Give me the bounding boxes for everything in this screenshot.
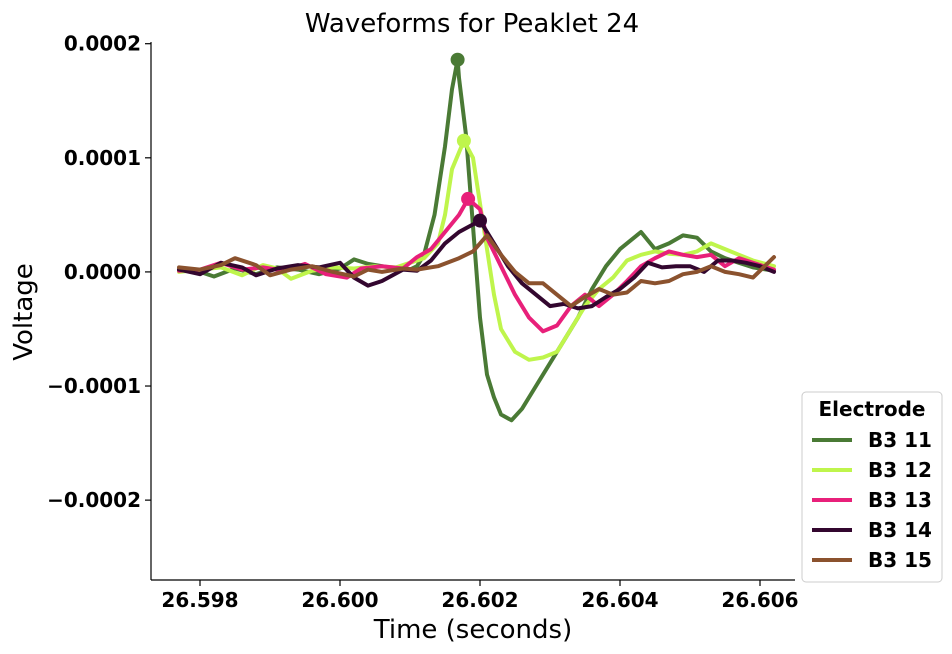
y-tick-label: 0.0000 (64, 260, 141, 284)
x-tick-label: 26.598 (161, 588, 238, 612)
y-tick-label: 0.0002 (64, 32, 141, 56)
peak-marker-3 (461, 191, 476, 206)
legend-label-4: B3 14 (868, 518, 932, 542)
peak-marker-4 (473, 213, 487, 228)
peak-marker-1 (450, 52, 465, 67)
peak-marker-2 (456, 133, 471, 148)
y-tick-label: −0.0002 (47, 488, 141, 512)
chart-title: Waveforms for Peaklet 24 (305, 9, 639, 39)
x-tick-label: 26.600 (301, 588, 378, 612)
legend-title: Electrode (819, 397, 926, 421)
axes: 26.598 26.600 26.602 26.604 26.606 0.0002 0.00… (47, 32, 799, 612)
y-axis-label: Voltage (9, 263, 39, 361)
plot-area (177, 52, 776, 423)
series-line-1 (177, 57, 776, 423)
legend-label-2: B3 12 (868, 458, 932, 482)
y-tick-label: 0.0001 (64, 146, 141, 170)
x-tick-label: 26.606 (721, 588, 798, 612)
legend-label-5: B3 15 (868, 548, 932, 572)
x-tick-label: 26.602 (441, 588, 518, 612)
y-tick-label: −0.0001 (47, 374, 141, 398)
x-axis-label: Time (seconds) (373, 615, 572, 645)
x-tick-label: 26.604 (581, 588, 658, 612)
legend-label-3: B3 13 (868, 488, 932, 512)
legend-label-1: B3 11 (868, 428, 932, 452)
legend: Electrode B3 11 B3 12 B3 13 B3 14 B3 15 (801, 391, 943, 583)
series-line-5 (177, 233, 776, 309)
